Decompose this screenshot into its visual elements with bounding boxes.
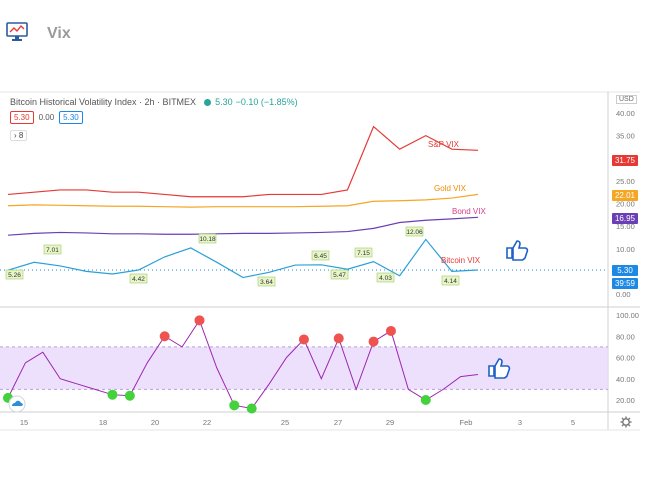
data-label: 5.26: [5, 269, 24, 280]
price-tick: 15.00: [616, 222, 635, 231]
time-tick: 3: [518, 418, 522, 427]
oscillator-line: [7, 319, 479, 410]
price-tag[interactable]: 39:59: [612, 278, 638, 289]
price-tag[interactable]: 31.75: [612, 155, 638, 166]
price-tick: 25.00: [616, 177, 635, 186]
oscillator-tick: 100.00: [616, 311, 639, 320]
app-header: Vix: [0, 0, 657, 60]
overbought-marker[interactable]: [194, 315, 205, 326]
svg-text:4.14: 4.14: [444, 278, 457, 285]
app-title: Vix: [47, 25, 71, 42]
price-tick: 20.00: [616, 200, 635, 209]
price-tick: 10.00: [616, 245, 635, 254]
svg-text:7.01: 7.01: [46, 247, 59, 254]
oversold-marker[interactable]: [107, 389, 118, 400]
data-label: 5.47: [330, 269, 349, 280]
ohlc-value-red: 5.30: [10, 111, 34, 124]
svg-text:5.47: 5.47: [333, 272, 346, 279]
ohlc-value-mid: 0.00: [38, 113, 55, 122]
price-tick: 40.00: [616, 109, 635, 118]
time-tick: 15: [20, 418, 28, 427]
svg-text:4.42: 4.42: [132, 276, 145, 283]
thumbs-up-icon[interactable]: [506, 240, 529, 261]
svg-text:5.26: 5.26: [8, 272, 21, 279]
price-tag[interactable]: 22.01: [612, 190, 638, 201]
collapse-indicators-button[interactable]: › 8: [10, 130, 28, 141]
price-tick: 0.00: [616, 290, 631, 299]
data-label: 7.01: [43, 244, 62, 255]
time-tick: Feb: [460, 418, 473, 427]
currency-label[interactable]: USD: [616, 95, 637, 104]
chart-title[interactable]: Bitcoin Historical Volatility Index · 2h…: [10, 97, 197, 107]
series-line-2: [7, 216, 479, 236]
status-dot-icon: [204, 99, 212, 106]
svg-text:12.06: 12.06: [406, 229, 423, 236]
oscillator-tick: 60.00: [616, 354, 635, 363]
data-label: 3.64: [257, 276, 276, 287]
series-layer: [7, 125, 479, 410]
series-label-sp: S&P VIX: [428, 140, 460, 149]
monitor-icon: [6, 22, 28, 41]
svg-text:4.03: 4.03: [379, 275, 392, 282]
overbought-marker[interactable]: [385, 325, 396, 336]
chart-title-row: Bitcoin Historical Volatility Index · 2h…: [10, 97, 298, 107]
svg-text:7.15: 7.15: [357, 250, 370, 257]
gear-icon[interactable]: [620, 416, 632, 428]
overbought-marker[interactable]: [298, 334, 309, 345]
svg-text:6.45: 6.45: [314, 253, 327, 260]
thumbs-up-icon[interactable]: [488, 358, 511, 379]
data-label: 12.06: [405, 226, 424, 237]
oscillator-tick: 20.00: [616, 396, 635, 405]
oversold-marker[interactable]: [246, 403, 257, 414]
ohlc-row: 5.30 0.00 5.30: [10, 111, 88, 124]
oscillator-band: [0, 346, 608, 390]
cloud-icon[interactable]: [8, 395, 26, 413]
overbought-marker[interactable]: [368, 336, 379, 347]
series-label-btc: Bitcoin VIX: [441, 256, 481, 265]
marker-layer: 5.26 7.01 4.42 10.18 3.64 6.45 5.47 7.15 4.03 12.…: [3, 226, 460, 414]
time-tick: 22: [203, 418, 211, 427]
last-value: 5.30: [215, 97, 233, 107]
oscillator-axis[interactable]: 100.00 80.00 60.00 40.00 20.00: [616, 311, 639, 405]
svg-text:3.64: 3.64: [260, 279, 273, 286]
data-label: 7.15: [354, 247, 373, 258]
series-line-1: [7, 193, 479, 208]
ohlc-value-blue: 5.30: [59, 111, 83, 124]
time-tick: 20: [151, 418, 159, 427]
price-tag[interactable]: 16.95: [612, 213, 638, 224]
time-tick: 5: [571, 418, 575, 427]
oversold-marker[interactable]: [229, 400, 240, 411]
oscillator-tick: 80.00: [616, 332, 635, 341]
overbought-marker[interactable]: [159, 331, 170, 342]
series-label-gold: Gold VIX: [434, 184, 467, 193]
data-label: 4.03: [376, 272, 395, 283]
series-line-0: [7, 125, 479, 198]
price-tag[interactable]: 5.30: [612, 265, 638, 276]
series-label-bond: Bond VIX: [452, 207, 486, 216]
oversold-marker[interactable]: [420, 395, 431, 405]
data-label: 6.45: [311, 250, 330, 261]
price-tick: 35.00: [616, 132, 635, 141]
data-label: 4.14: [441, 275, 460, 286]
oversold-marker[interactable]: [124, 390, 135, 401]
oscillator-tick: 40.00: [616, 375, 635, 384]
svg-text:10.18: 10.18: [199, 236, 216, 243]
change-value: −0.10 (−1.85%): [235, 97, 298, 107]
data-label: 4.42: [129, 273, 148, 284]
time-tick: 27: [334, 418, 342, 427]
time-tick: 29: [386, 418, 394, 427]
series-line-3: [7, 238, 479, 279]
time-tick: 18: [99, 418, 107, 427]
data-label: 10.18: [198, 233, 217, 244]
time-tick: 25: [281, 418, 289, 427]
overbought-marker[interactable]: [333, 333, 344, 344]
time-axis[interactable]: 15 18 20 22 25 27 29 Feb 3 5: [20, 418, 575, 427]
